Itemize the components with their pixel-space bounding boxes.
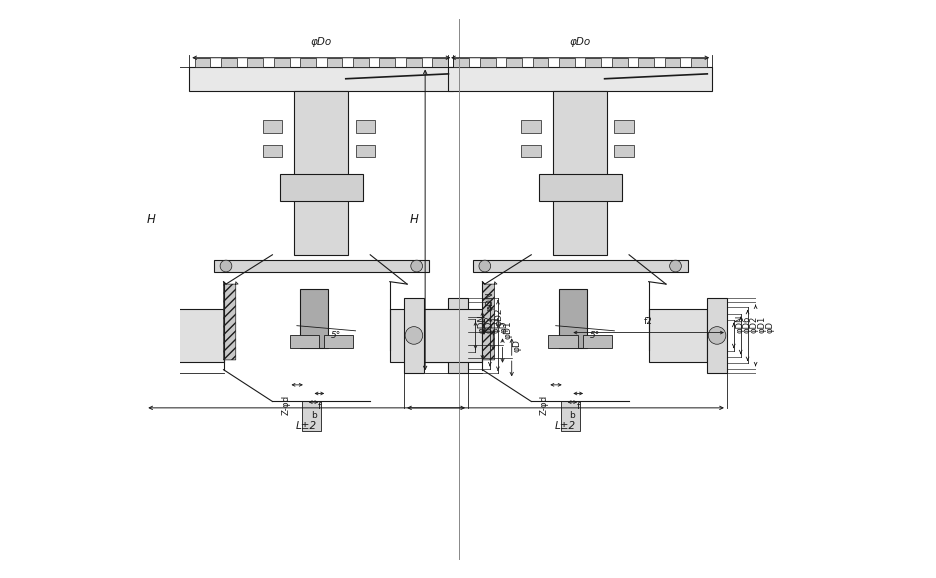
Bar (559, 289, 587, 348)
Bar (424, 309, 482, 362)
Text: 5°: 5° (331, 331, 342, 340)
Bar (533, 58, 548, 66)
Bar (221, 58, 237, 66)
Bar (213, 260, 429, 272)
Bar (165, 309, 224, 362)
Bar (521, 120, 541, 132)
Text: H: H (409, 213, 418, 227)
Bar (404, 298, 424, 373)
Bar (559, 58, 575, 66)
Text: φD1: φD1 (491, 314, 501, 332)
Text: φD2: φD2 (750, 316, 758, 332)
Bar (582, 335, 612, 348)
Text: φDN: φDN (477, 314, 486, 332)
Bar (561, 402, 580, 431)
Polygon shape (482, 281, 497, 360)
Bar (300, 58, 316, 66)
Text: φDo: φDo (311, 38, 332, 47)
Text: Z-φd: Z-φd (540, 395, 549, 416)
Circle shape (405, 327, 423, 344)
Text: φD: φD (500, 320, 508, 332)
Text: φD2: φD2 (494, 307, 504, 326)
Circle shape (669, 260, 681, 272)
Bar (538, 174, 622, 201)
Text: φDo: φDo (569, 38, 591, 47)
Bar (274, 58, 289, 66)
Text: φD6: φD6 (742, 315, 752, 332)
Bar (189, 66, 453, 91)
Text: φD1: φD1 (504, 320, 513, 339)
Bar (448, 298, 468, 373)
Bar (691, 58, 707, 66)
Bar (263, 120, 282, 132)
Text: f: f (577, 402, 579, 411)
Text: f: f (317, 402, 321, 411)
Bar (324, 335, 353, 348)
Text: f2: f2 (644, 317, 653, 325)
Circle shape (709, 327, 726, 344)
Bar (389, 309, 448, 362)
Bar (708, 298, 727, 373)
Bar (356, 120, 375, 132)
Bar (506, 58, 522, 66)
Bar (295, 91, 348, 255)
Text: φD2: φD2 (484, 314, 493, 332)
Bar (327, 58, 343, 66)
Bar (521, 144, 541, 157)
Text: φD1: φD1 (757, 316, 767, 332)
Polygon shape (224, 281, 238, 360)
Text: φD: φD (513, 339, 522, 353)
Bar (665, 58, 680, 66)
Text: L±2: L±2 (555, 421, 576, 431)
Text: b: b (569, 411, 576, 420)
Bar (432, 58, 448, 66)
Circle shape (449, 327, 467, 344)
Bar (356, 144, 375, 157)
Bar (145, 298, 165, 373)
Bar (638, 58, 654, 66)
Bar (585, 58, 601, 66)
Bar (453, 58, 469, 66)
Bar (353, 58, 369, 66)
Text: Z-φd: Z-φd (281, 395, 290, 416)
Circle shape (479, 260, 490, 272)
Circle shape (220, 260, 232, 272)
Bar (301, 402, 321, 431)
Bar (612, 58, 628, 66)
Text: H: H (146, 213, 155, 227)
Bar (480, 58, 496, 66)
Text: b: b (311, 411, 316, 420)
Bar (614, 144, 634, 157)
Bar (448, 66, 712, 91)
Bar (379, 58, 395, 66)
Circle shape (146, 327, 164, 344)
Bar (553, 91, 607, 255)
Bar (280, 174, 363, 201)
Bar (406, 58, 421, 66)
Bar (614, 120, 634, 132)
Text: φDN: φDN (736, 314, 744, 332)
Bar (263, 144, 282, 157)
Bar (195, 58, 211, 66)
Bar (548, 335, 578, 348)
Text: φDN: φDN (485, 291, 494, 311)
Bar (300, 289, 328, 348)
Bar (473, 260, 688, 272)
Text: φD: φD (766, 321, 774, 332)
Text: 5°: 5° (590, 331, 600, 340)
Bar (247, 58, 263, 66)
Circle shape (411, 260, 422, 272)
Bar (289, 335, 319, 348)
Text: L±2: L±2 (296, 421, 317, 431)
Bar (649, 309, 708, 362)
